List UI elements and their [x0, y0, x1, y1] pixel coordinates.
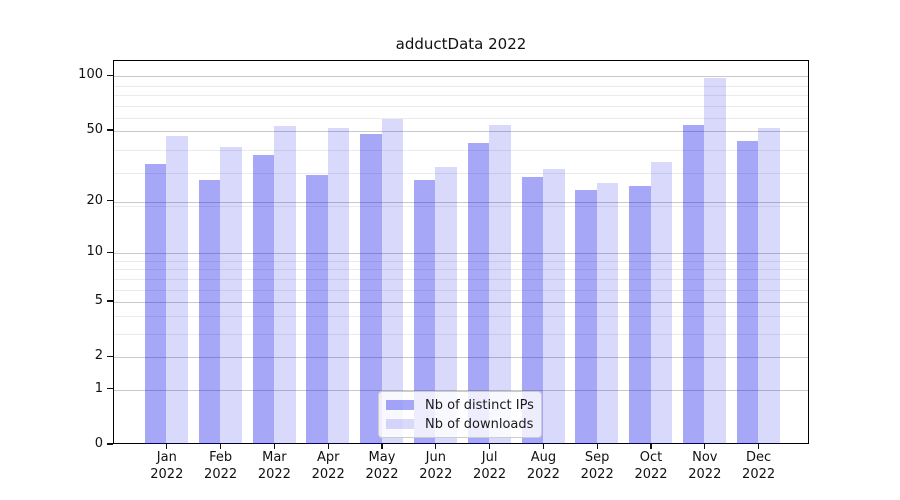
bar-downloads: [543, 169, 565, 444]
y-tick-label: 1: [94, 380, 103, 396]
legend: Nb of distinct IPs Nb of downloads: [378, 391, 542, 438]
x-tick-label: Jun 2022: [419, 450, 453, 482]
legend-item: Nb of distinct IPs: [386, 397, 534, 413]
y-tick-mark: [107, 355, 113, 357]
bar-distinct-ips: [521, 177, 543, 444]
x-tick-label: Aug 2022: [526, 450, 560, 482]
minor-gridline: [114, 105, 808, 107]
y-tick-mark: [107, 443, 113, 445]
x-tick-label: Feb 2022: [204, 450, 238, 482]
bar-distinct-ips: [198, 180, 221, 444]
bar-downloads: [596, 183, 619, 444]
bar-distinct-ips: [575, 189, 597, 444]
y-tick-label: 5: [94, 292, 103, 308]
bar-downloads: [435, 166, 457, 444]
y-tick-mark: [107, 387, 113, 390]
x-tick-mark: [488, 444, 491, 449]
minor-gridline: [114, 316, 808, 318]
x-tick-label: Jan 2022: [150, 450, 184, 482]
x-tick-mark: [704, 444, 706, 449]
bar-downloads: [704, 78, 726, 444]
x-tick-label: Mar 2022: [257, 450, 291, 482]
x-tick-label: Jul 2022: [473, 450, 507, 482]
bar-distinct-ips: [413, 180, 436, 444]
chart-title: adductData 2022: [395, 35, 527, 53]
major-gridline: [114, 76, 808, 78]
bar-distinct-ips: [467, 143, 490, 444]
minor-gridline: [114, 278, 808, 280]
legend-item: Nb of downloads: [386, 416, 534, 432]
y-tick-mark: [107, 251, 113, 254]
x-tick-mark: [757, 444, 760, 449]
bar-downloads: [166, 136, 188, 444]
bar-distinct-ips: [144, 164, 167, 444]
y-tick-label: 100: [78, 67, 103, 83]
x-tick-mark: [381, 444, 383, 449]
y-tick-mark: [107, 74, 113, 76]
major-gridline: [114, 301, 808, 303]
x-tick-mark: [650, 444, 652, 449]
minor-gridline: [114, 150, 808, 152]
x-tick-mark: [166, 444, 168, 449]
x-tick-label: Nov 2022: [688, 450, 722, 482]
minor-gridline: [114, 85, 808, 87]
y-tick-label: 50: [86, 121, 103, 137]
legend-label: Nb of distinct IPs: [425, 397, 534, 413]
major-gridline: [114, 253, 808, 255]
x-tick-mark: [219, 444, 222, 449]
minor-gridline: [114, 289, 808, 291]
y-tick-label: 2: [94, 348, 103, 364]
x-tick-label: May 2022: [365, 450, 399, 482]
bar-distinct-ips: [360, 134, 382, 444]
bar-downloads: [381, 119, 404, 444]
x-tick-label: Oct 2022: [634, 450, 668, 482]
x-tick-label: Apr 2022: [311, 450, 345, 482]
y-tick-label: 10: [86, 244, 103, 260]
x-tick-mark: [542, 444, 545, 449]
x-tick-mark: [596, 444, 598, 449]
legend-label: Nb of downloads: [425, 416, 534, 432]
bar-distinct-ips: [252, 155, 274, 444]
x-tick-label: Sep 2022: [580, 450, 614, 482]
bar-distinct-ips: [629, 186, 651, 444]
minor-gridline: [114, 173, 808, 175]
y-tick-mark: [107, 200, 113, 202]
bar-downloads: [327, 127, 350, 444]
plot-area: [113, 60, 809, 444]
y-tick-mark: [107, 129, 113, 131]
minor-gridline: [114, 334, 808, 336]
major-gridline: [114, 130, 808, 132]
y-tick-label: 0: [94, 436, 103, 451]
bar-distinct-ips: [682, 124, 705, 444]
bar-downloads: [489, 124, 511, 444]
major-gridline: [114, 389, 808, 391]
minor-gridline: [114, 205, 808, 207]
x-tick-label: Dec 2022: [742, 450, 776, 482]
y-tick-label: 20: [86, 192, 103, 208]
bar-distinct-ips: [736, 141, 759, 444]
minor-gridline: [114, 94, 808, 96]
y-tick-mark: [107, 300, 113, 302]
x-tick-mark: [327, 444, 329, 449]
bar-downloads: [758, 127, 780, 444]
bar-downloads: [650, 161, 673, 444]
bar-distinct-ips: [306, 174, 328, 444]
minor-gridline: [114, 117, 808, 119]
major-gridline: [114, 357, 808, 359]
major-gridline: [114, 201, 808, 203]
x-tick-mark: [435, 444, 437, 449]
minor-gridline: [114, 269, 808, 271]
legend-swatch-downloads: [386, 419, 414, 429]
legend-swatch-distinct-ips: [386, 400, 414, 410]
bar-downloads: [220, 146, 242, 444]
minor-gridline: [114, 261, 808, 263]
x-tick-mark: [273, 444, 276, 449]
bar-downloads: [274, 126, 296, 444]
